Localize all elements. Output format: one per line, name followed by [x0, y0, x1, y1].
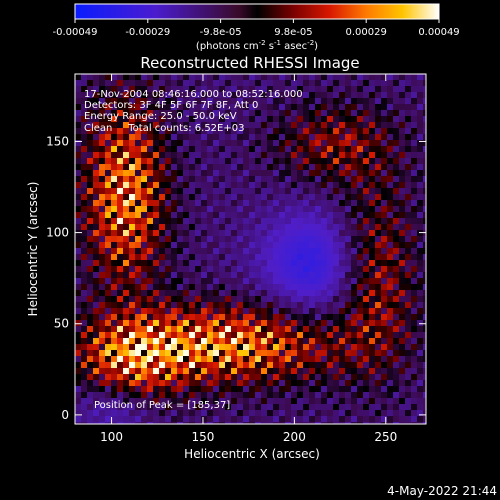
annotation-block: 17-Nov-2004 08:46:16.000 to 08:52:16.000…: [84, 89, 303, 134]
colorbar-tick-label: -0.00049: [53, 27, 98, 38]
axis-ticks: 100 150 200 250 0 50 100 150: [46, 74, 426, 444]
x-tick-label: 250: [374, 430, 397, 444]
y-tick-label: 0: [61, 408, 69, 422]
chart-title: Reconstructed RHESSI Image: [140, 54, 359, 72]
footer-date: 4-May-2022 21:44: [387, 484, 497, 498]
annotation-counts: Clean Total counts: 6.52E+03: [84, 123, 244, 134]
colorbar-tick-label: 9.8e-05: [274, 27, 312, 38]
x-axis-label: Heliocentric X (arcsec): [184, 447, 320, 461]
colorbar-tick-label: -0.00029: [125, 27, 170, 38]
y-tick-label: 150: [46, 134, 69, 148]
colorbar: -0.00049 -0.00029 -9.8e-05 9.8e-05 0.00029 0.…: [53, 3, 460, 52]
plot-frame: [74, 73, 427, 425]
x-tick-label: 150: [192, 430, 215, 444]
colorbar-unit: (photons cm-2 s-1 asec-2): [196, 39, 318, 52]
colorbar-gradient: [74, 3, 440, 20]
colorbar-ticks: -0.00049 -0.00029 -9.8e-05 9.8e-05 0.00029 0.…: [53, 19, 460, 38]
y-axis-label: Heliocentric Y (arcsec): [26, 182, 40, 317]
x-tick-label: 200: [283, 430, 306, 444]
y-tick-label: 50: [54, 317, 69, 331]
colorbar-tick-label: -9.8e-05: [200, 27, 242, 38]
heatmap-image: [75, 74, 426, 424]
colorbar-tick-label: 0.00049: [418, 27, 459, 38]
colorbar-tick-label: 0.00029: [346, 27, 387, 38]
annotation-time: 17-Nov-2004 08:46:16.000 to 08:52:16.000: [84, 89, 303, 100]
x-tick-label: 100: [100, 430, 123, 444]
annotation-detectors: Detectors: 3F 4F 5F 6F 7F 8F, Att 0: [84, 100, 258, 111]
annotation-energy: Energy Range: 25.0 - 50.0 keV: [84, 111, 237, 122]
y-tick-label: 100: [46, 226, 69, 240]
peak-position-label: Position of Peak = [185,37]: [94, 400, 230, 411]
